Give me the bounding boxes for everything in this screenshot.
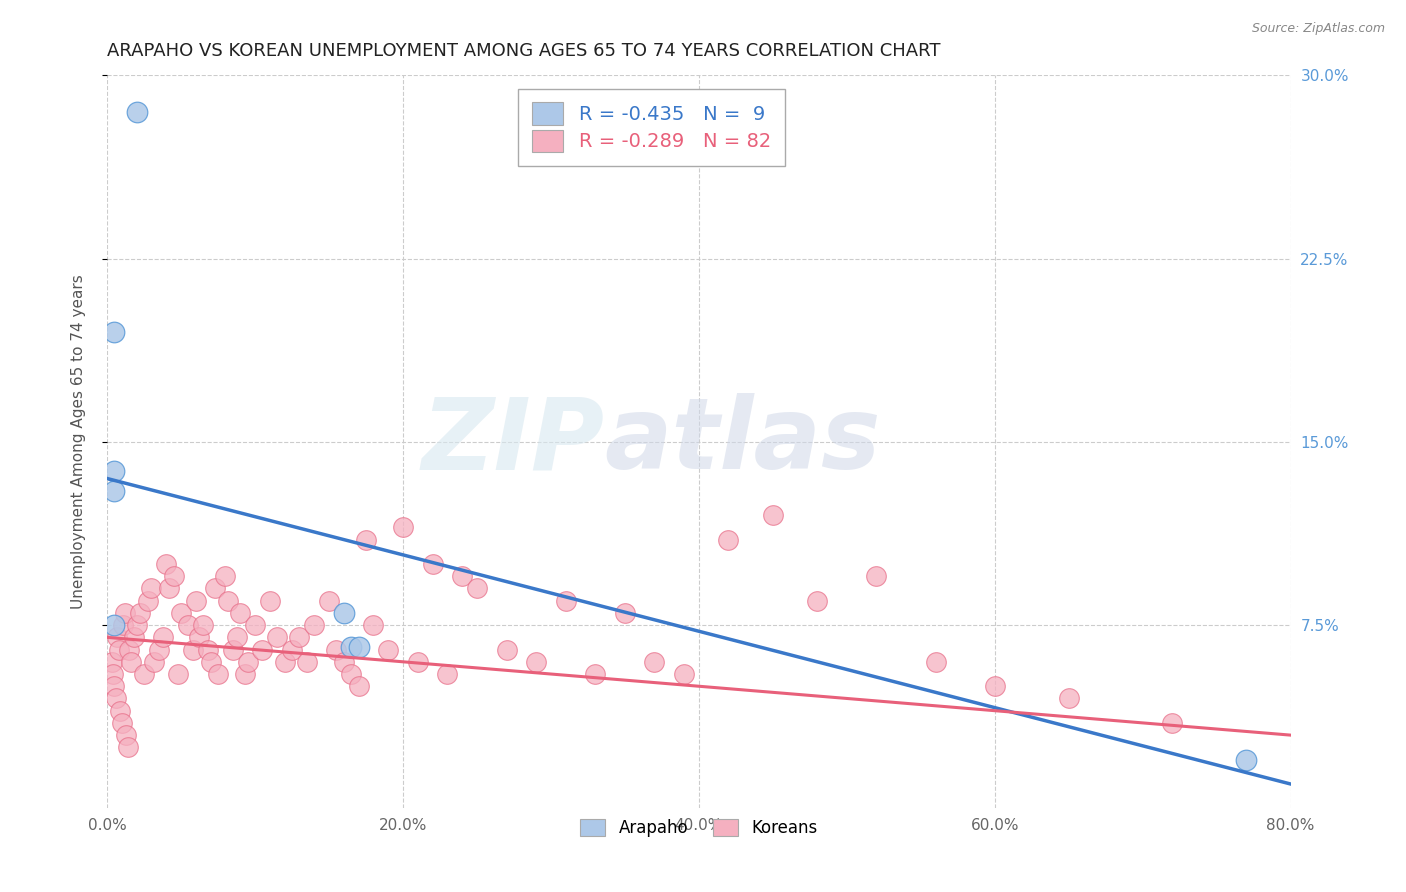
Point — [125, 104, 148, 119]
Point — [762, 508, 785, 523]
Point — [152, 631, 174, 645]
Point — [865, 569, 887, 583]
Text: atlas: atlas — [605, 393, 880, 491]
Point — [177, 618, 200, 632]
Point — [110, 704, 132, 718]
Point — [295, 655, 318, 669]
Point — [204, 582, 226, 596]
Point — [118, 642, 141, 657]
Point — [436, 667, 458, 681]
Point — [806, 593, 828, 607]
Point — [259, 593, 281, 607]
Point — [1234, 753, 1257, 767]
Point — [103, 618, 125, 632]
Point — [243, 618, 266, 632]
Point — [318, 593, 340, 607]
Point — [363, 618, 385, 632]
Text: ZIP: ZIP — [422, 393, 605, 491]
Point — [103, 483, 125, 498]
Point — [495, 642, 517, 657]
Point — [143, 655, 166, 669]
Point — [155, 557, 177, 571]
Point — [340, 640, 363, 654]
Point — [103, 679, 125, 693]
Text: Source: ZipAtlas.com: Source: ZipAtlas.com — [1251, 22, 1385, 36]
Point — [217, 593, 239, 607]
Point — [347, 640, 370, 654]
Point — [252, 642, 274, 657]
Point — [111, 715, 134, 730]
Point — [377, 642, 399, 657]
Point — [132, 667, 155, 681]
Point — [141, 582, 163, 596]
Point — [114, 606, 136, 620]
Point — [613, 606, 636, 620]
Point — [333, 606, 356, 620]
Point — [197, 642, 219, 657]
Point — [451, 569, 474, 583]
Point — [325, 642, 347, 657]
Point — [406, 655, 429, 669]
Point — [167, 667, 190, 681]
Point — [288, 631, 311, 645]
Point — [148, 642, 170, 657]
Point — [392, 520, 415, 534]
Point — [583, 667, 606, 681]
Point — [1057, 691, 1080, 706]
Point — [222, 642, 245, 657]
Point — [112, 618, 135, 632]
Point — [643, 655, 665, 669]
Point — [101, 667, 124, 681]
Point — [163, 569, 186, 583]
Point — [281, 642, 304, 657]
Point — [187, 631, 209, 645]
Point — [236, 655, 259, 669]
Point — [354, 533, 377, 547]
Point — [170, 606, 193, 620]
Point — [193, 618, 215, 632]
Point — [103, 325, 125, 339]
Point — [226, 631, 249, 645]
Point — [333, 655, 356, 669]
Point — [924, 655, 946, 669]
Point — [122, 631, 145, 645]
Point — [107, 631, 129, 645]
Point — [340, 667, 363, 681]
Point — [125, 618, 148, 632]
Point — [104, 691, 127, 706]
Text: ARAPAHO VS KOREAN UNEMPLOYMENT AMONG AGES 65 TO 74 YEARS CORRELATION CHART: ARAPAHO VS KOREAN UNEMPLOYMENT AMONG AGE… — [107, 42, 941, 60]
Point — [200, 655, 222, 669]
Point — [184, 593, 207, 607]
Point — [128, 606, 150, 620]
Point — [266, 631, 288, 645]
Point — [717, 533, 740, 547]
Point — [673, 667, 696, 681]
Point — [138, 593, 160, 607]
Y-axis label: Unemployment Among Ages 65 to 74 years: Unemployment Among Ages 65 to 74 years — [72, 275, 86, 609]
Point — [115, 728, 138, 742]
Point — [100, 655, 122, 669]
Point — [108, 642, 131, 657]
Point — [117, 740, 139, 755]
Point — [233, 667, 256, 681]
Point — [273, 655, 295, 669]
Point — [103, 464, 125, 478]
Point — [554, 593, 576, 607]
Point — [157, 582, 180, 596]
Point — [120, 655, 142, 669]
Point — [181, 642, 204, 657]
Point — [422, 557, 444, 571]
Point — [229, 606, 252, 620]
Point — [302, 618, 325, 632]
Point — [207, 667, 229, 681]
Point — [983, 679, 1005, 693]
Point — [1161, 715, 1184, 730]
Point — [524, 655, 547, 669]
Point — [465, 582, 488, 596]
Point — [347, 679, 370, 693]
Legend: Arapaho, Koreans: Arapaho, Koreans — [574, 813, 824, 844]
Point — [214, 569, 236, 583]
